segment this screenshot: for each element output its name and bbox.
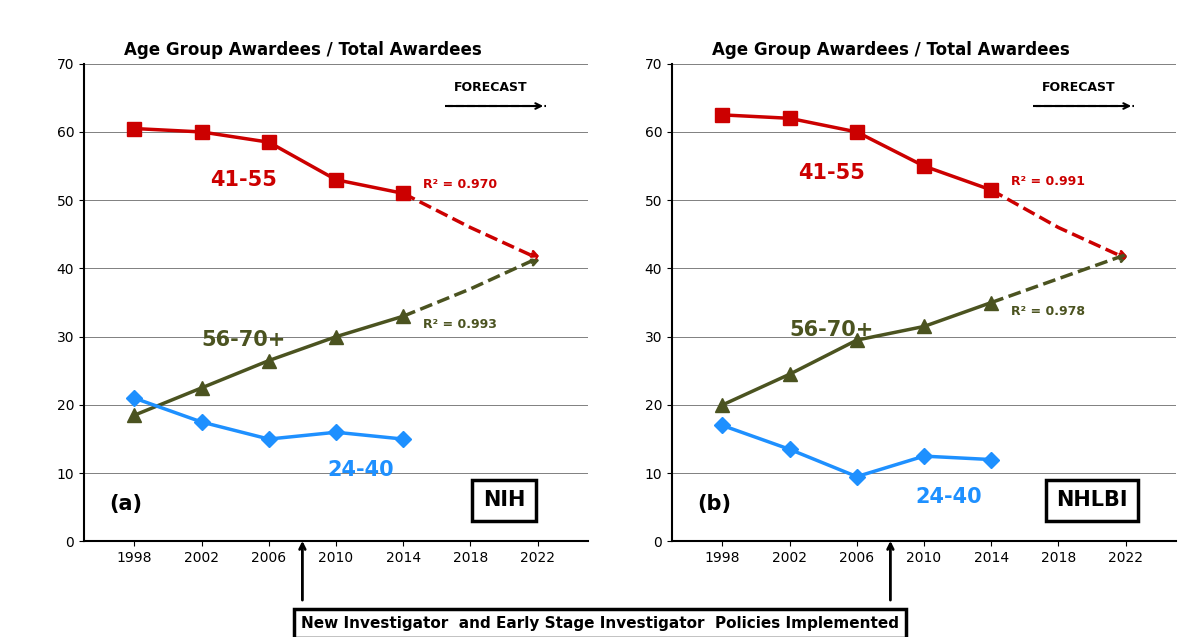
Text: (a): (a) [109, 494, 143, 514]
Text: 24-40: 24-40 [328, 460, 395, 480]
Text: 56-70+: 56-70+ [790, 320, 874, 340]
Text: R² = 0.993: R² = 0.993 [424, 318, 497, 331]
Text: 41-55: 41-55 [210, 169, 277, 190]
Text: 24-40: 24-40 [916, 487, 983, 507]
Text: Age Group Awardees / Total Awardees: Age Group Awardees / Total Awardees [713, 41, 1070, 59]
Text: R² = 0.978: R² = 0.978 [1012, 304, 1085, 318]
Text: R² = 0.970: R² = 0.970 [424, 178, 498, 191]
Text: 41-55: 41-55 [798, 163, 865, 183]
Text: FORECAST: FORECAST [1042, 82, 1115, 94]
Text: NIH: NIH [482, 490, 526, 510]
Text: (b): (b) [697, 494, 731, 514]
Text: FORECAST: FORECAST [454, 82, 527, 94]
Text: Age Group Awardees / Total Awardees: Age Group Awardees / Total Awardees [125, 41, 482, 59]
Text: NHLBI: NHLBI [1056, 490, 1128, 510]
Text: R² = 0.991: R² = 0.991 [1012, 175, 1085, 188]
Text: 56-70+: 56-70+ [202, 330, 286, 350]
Text: New Investigator  and Early Stage Investigator  Policies Implemented: New Investigator and Early Stage Investi… [301, 615, 899, 631]
